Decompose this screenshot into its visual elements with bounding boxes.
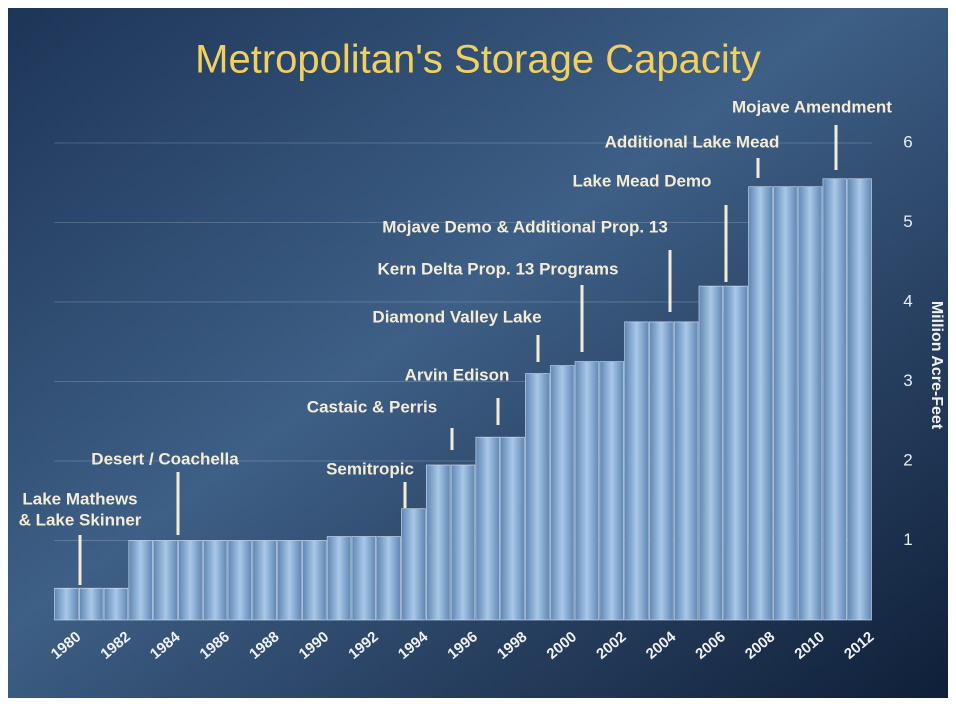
bar [723, 285, 748, 621]
annotation: Mojave Amendment [732, 97, 892, 116]
bar [401, 508, 426, 621]
bar [773, 186, 798, 621]
y-tick-label: 3 [903, 371, 912, 390]
bar [351, 536, 377, 621]
bar [277, 540, 302, 621]
annotation: Castaic & Perris [307, 397, 437, 416]
annotation: Desert / Coachella [91, 449, 239, 468]
y-tick-label: 5 [903, 212, 912, 231]
annotation: Semitropic [326, 459, 414, 478]
bar [227, 540, 253, 621]
bar [103, 587, 129, 621]
bar [178, 540, 203, 621]
y-axis-label: Million Acre-Feet [928, 301, 945, 430]
y-tick-label: 2 [903, 450, 912, 469]
bar [202, 540, 228, 621]
y-tick-label: 6 [903, 132, 912, 151]
y-tick-label: 1 [903, 530, 912, 549]
bar [450, 464, 476, 621]
bar [475, 436, 500, 621]
bar [525, 373, 550, 621]
bar [599, 361, 624, 621]
annotation: Lake Mead Demo [573, 171, 712, 190]
bar [574, 361, 600, 621]
annotation: Mojave Demo & Additional Prop. 13 [382, 217, 668, 236]
bar [748, 186, 773, 621]
bar [797, 186, 823, 621]
bar [822, 178, 848, 621]
bar [426, 464, 451, 621]
bar [376, 536, 401, 621]
bar [649, 321, 674, 621]
annotation: & Lake Skinner [19, 510, 142, 529]
bar [500, 436, 525, 621]
annotation: Lake Mathews [22, 489, 137, 508]
bar [54, 587, 79, 621]
chart-title: Metropolitan's Storage Capacity [195, 38, 761, 82]
annotation: Additional Lake Mead [605, 132, 780, 151]
bar [673, 321, 699, 621]
bar [128, 540, 153, 621]
bar [302, 540, 327, 621]
annotation: Kern Delta Prop. 13 Programs [378, 259, 619, 278]
bar [847, 178, 872, 621]
bar [549, 365, 575, 621]
annotation: Diamond Valley Lake [372, 307, 541, 326]
bar [153, 540, 178, 621]
bar [326, 536, 352, 621]
bar [698, 285, 724, 621]
annotation: Arvin Edison [405, 365, 510, 384]
bar [624, 321, 649, 621]
y-tick-label: 4 [903, 291, 912, 310]
bar [252, 540, 277, 621]
bar [78, 587, 104, 621]
